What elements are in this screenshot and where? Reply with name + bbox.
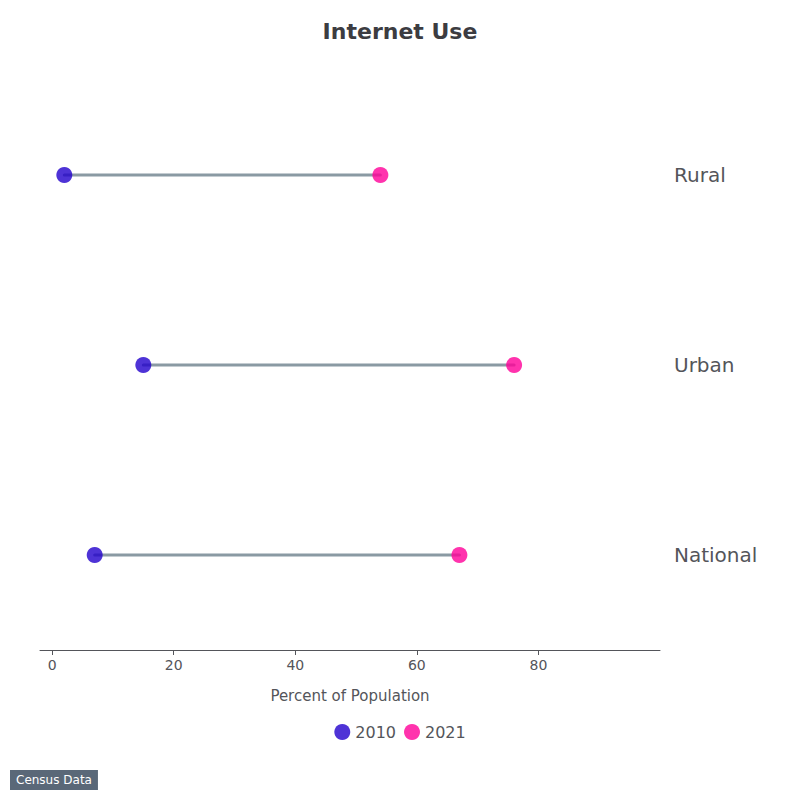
svg-text:Internet Use: Internet Use — [323, 19, 478, 44]
svg-text:40: 40 — [286, 657, 304, 673]
svg-text:20: 20 — [165, 657, 183, 673]
svg-text:Census Data: Census Data — [16, 773, 92, 787]
svg-text:0: 0 — [48, 657, 57, 673]
svg-text:2010: 2010 — [355, 723, 396, 742]
svg-text:Percent of Population: Percent of Population — [270, 687, 429, 705]
svg-text:60: 60 — [408, 657, 426, 673]
svg-text:80: 80 — [530, 657, 548, 673]
svg-text:Urban: Urban — [674, 353, 735, 377]
svg-text:2021: 2021 — [425, 723, 466, 742]
svg-text:National: National — [674, 543, 757, 567]
svg-text:Rural: Rural — [674, 163, 726, 187]
